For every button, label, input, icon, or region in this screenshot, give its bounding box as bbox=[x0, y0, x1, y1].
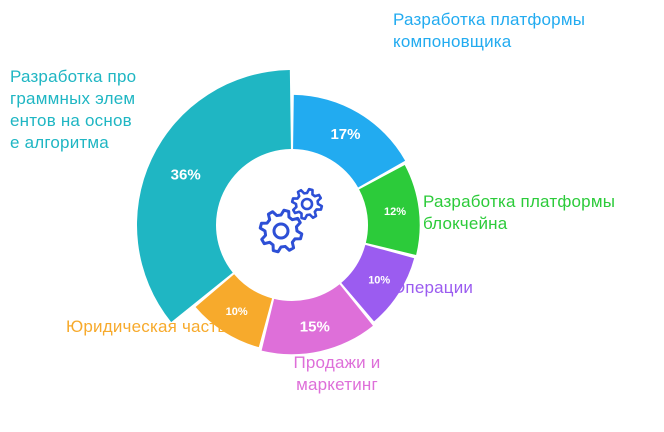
legend-label-algorithm-software: Разработка программных элементов на осно… bbox=[10, 66, 140, 154]
pie-slice[interactable] bbox=[195, 274, 273, 348]
gears-icon bbox=[258, 187, 324, 254]
pie-slice[interactable] bbox=[359, 165, 420, 256]
gear-outline bbox=[290, 187, 324, 221]
legend-text: Разработка платформы блокчейна bbox=[423, 192, 616, 233]
slice-percent-label: 15% bbox=[300, 319, 330, 336]
slice-percent-label: 36% bbox=[171, 166, 201, 183]
gear-hole bbox=[272, 222, 290, 240]
gear-outline bbox=[258, 208, 304, 254]
slice-percent-label: 10% bbox=[226, 306, 248, 318]
slice-percent-label: 10% bbox=[368, 274, 390, 286]
pie-slice[interactable] bbox=[341, 244, 415, 322]
legend-text: Разработка платформы компоновщика bbox=[393, 10, 586, 51]
slice-percent-label: 12% bbox=[384, 206, 406, 218]
gear-hole bbox=[300, 197, 314, 211]
legend-text: Разработка программных элементов на осно… bbox=[10, 67, 137, 152]
pie-slice[interactable] bbox=[293, 94, 406, 188]
legend-text: Продажи и маркетинг bbox=[293, 353, 381, 394]
legend-label-operations: Операции bbox=[392, 277, 473, 299]
legend-label-rollup-platform: Разработка платформы компоновщика bbox=[393, 9, 643, 53]
pie-slice[interactable] bbox=[261, 284, 373, 355]
legend-label-blockchain-platform: Разработка платформы блокчейна bbox=[423, 191, 663, 235]
pie-slice[interactable] bbox=[137, 70, 291, 323]
slice-percent-label: 17% bbox=[330, 126, 360, 143]
legend-text: Операции bbox=[392, 278, 474, 297]
legend-label-sales-marketing: Продажи и маркетинг bbox=[292, 352, 382, 396]
legend-label-legal: Юридическая часть bbox=[66, 316, 226, 338]
legend-text: Юридическая часть bbox=[66, 317, 227, 336]
